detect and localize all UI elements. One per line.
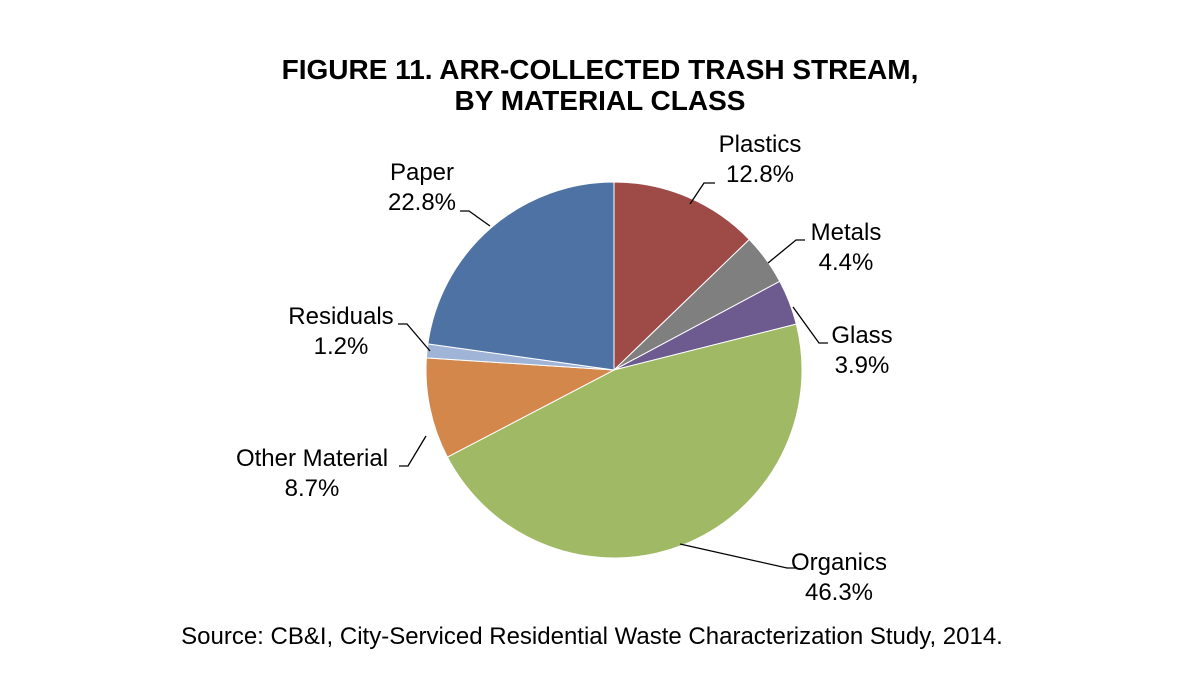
data-label-value-organics: 46.3% [805, 579, 873, 606]
pie-slice-plastics [613, 181, 751, 372]
leader-line-metals [767, 239, 805, 264]
data-label-value-plastics: 12.8% [726, 161, 794, 188]
data-labels: Plastics 12.8% Metals 4.4% Glass 3.9% Organics… [236, 131, 893, 606]
data-label-name-paper: Paper [390, 159, 454, 186]
leader-line-paper [460, 210, 491, 227]
leader-line-other-material [399, 435, 427, 467]
pie-slice-other-material [425, 357, 616, 458]
leader-lines [398, 182, 828, 569]
data-label-value-residuals: 1.2% [314, 333, 369, 360]
pie-slice-paper [427, 181, 615, 371]
data-label-name-other-material: Other Material [236, 445, 388, 472]
data-label-name-plastics: Plastics [719, 131, 802, 158]
data-label-value-other-material: 8.7% [285, 475, 340, 502]
data-label-name-organics: Organics [791, 549, 887, 576]
source-note: Source: CB&I, City-Serviced Residential … [181, 623, 1003, 650]
data-label-value-paper: 22.8% [388, 189, 456, 216]
data-label-value-metals: 4.4% [819, 249, 874, 276]
data-label-name-residuals: Residuals [288, 303, 393, 330]
pie-slices [425, 181, 803, 559]
chart-title: FIGURE 11. ARR-COLLECTED TRASH STREAM, B… [282, 54, 919, 116]
data-label-name-glass: Glass [831, 322, 892, 349]
leader-line-plastics [689, 182, 715, 205]
pie-slice-organics [446, 323, 803, 559]
leader-line-glass [792, 306, 828, 344]
data-label-value-glass: 3.9% [835, 352, 890, 379]
chart-title-line-2: BY MATERIAL CLASS [455, 85, 746, 116]
leader-line-organics [679, 543, 797, 569]
chart-title-line-1: FIGURE 11. ARR-COLLECTED TRASH STREAM, [282, 54, 919, 85]
data-label-name-metals: Metals [811, 219, 882, 246]
leader-line-residuals [398, 323, 431, 352]
